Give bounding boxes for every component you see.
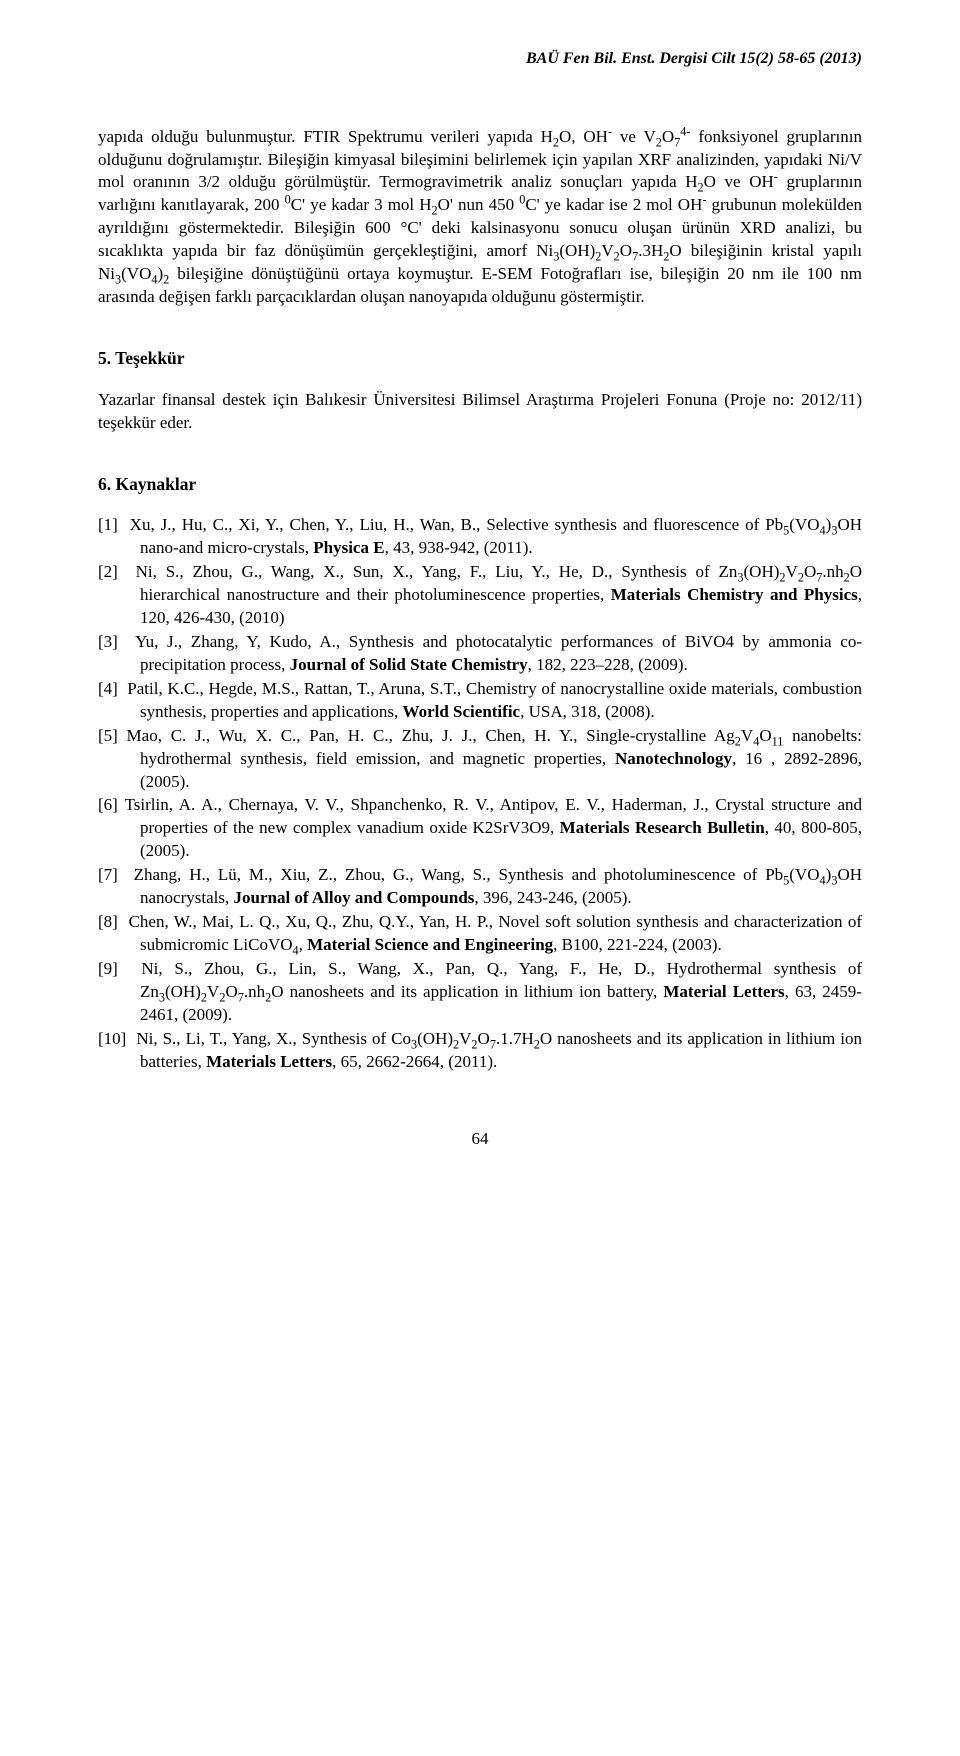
reference-item: [2] Ni, S., Zhou, G., Wang, X., Sun, X.,… bbox=[98, 561, 862, 630]
body-paragraph: yapıda olduğu bulunmuştur. FTIR Spektrum… bbox=[98, 126, 862, 310]
reference-item: [10] Ni, S., Li, T., Yang, X., Synthesis… bbox=[98, 1028, 862, 1074]
reference-item: [8] Chen, W., Mai, L. Q., Xu, Q., Zhu, Q… bbox=[98, 911, 862, 957]
reference-item: [9] Ni, S., Zhou, G., Lin, S., Wang, X.,… bbox=[98, 958, 862, 1027]
reference-item: [1] Xu, J., Hu, C., Xi, Y., Chen, Y., Li… bbox=[98, 514, 862, 560]
references-list: [1] Xu, J., Hu, C., Xi, Y., Chen, Y., Li… bbox=[98, 514, 862, 1074]
page-number: 64 bbox=[98, 1128, 862, 1151]
acknowledgements-text: Yazarlar finansal destek için Balıkesir … bbox=[98, 389, 862, 435]
reference-item: [4] Patil, K.C., Hegde, M.S., Rattan, T.… bbox=[98, 678, 862, 724]
reference-item: [6] Tsirlin, A. A., Chernaya, V. V., Shp… bbox=[98, 794, 862, 863]
section-heading-acknowledgements: 5. Teşekkür bbox=[98, 347, 862, 371]
reference-item: [3] Yu, J., Zhang, Y, Kudo, A., Synthesi… bbox=[98, 631, 862, 677]
journal-header: BAÜ Fen Bil. Enst. Dergisi Cilt 15(2) 58… bbox=[98, 48, 862, 70]
section-heading-references: 6. Kaynaklar bbox=[98, 473, 862, 497]
reference-item: [7] Zhang, H., Lü, M., Xiu, Z., Zhou, G.… bbox=[98, 864, 862, 910]
reference-item: [5] Mao, C. J., Wu, X. C., Pan, H. C., Z… bbox=[98, 725, 862, 794]
